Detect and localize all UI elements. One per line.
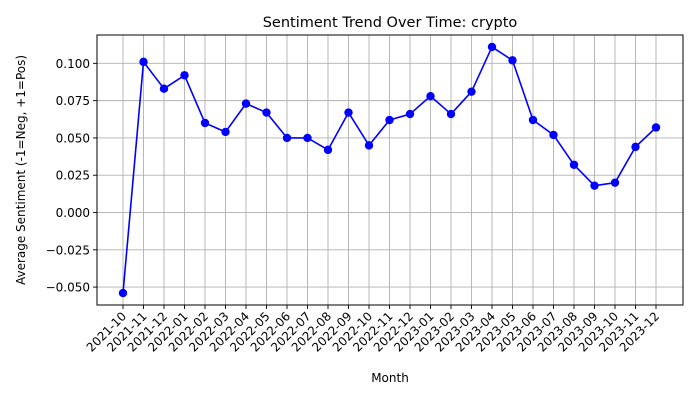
- data-point: [262, 108, 271, 117]
- data-point: [569, 160, 579, 169]
- data-point: [180, 71, 189, 80]
- y-tick-label: 0.050: [56, 131, 90, 145]
- data-point: [405, 109, 415, 119]
- data-point: [590, 181, 599, 190]
- data-point: [364, 141, 374, 150]
- grid-lines: [97, 35, 683, 305]
- data-point: [385, 115, 394, 125]
- y-tick-label: 0.100: [56, 57, 90, 71]
- data-point: [528, 115, 538, 125]
- y-tick-label: −0.025: [46, 243, 90, 257]
- y-tick-label: −0.050: [46, 281, 90, 295]
- plot-frame: [96, 34, 684, 306]
- chart-title: Sentiment Trend Over Time: crypto: [263, 15, 518, 31]
- data-point: [282, 133, 292, 143]
- x-axis-label: Month: [371, 371, 409, 385]
- data-point: [118, 288, 128, 298]
- data-point: [426, 91, 435, 101]
- data-point: [139, 57, 148, 67]
- data-point: [549, 130, 558, 140]
- y-axis-label: Average Sentiment (-1=Neg, +1=Pos): [14, 55, 28, 285]
- data-point: [159, 84, 169, 93]
- y-tick-label: 0.025: [56, 169, 90, 183]
- data-point: [303, 133, 312, 143]
- data-point: [508, 56, 517, 65]
- data-point: [323, 145, 333, 155]
- data-point: [241, 99, 251, 108]
- y-tick-label: 0.075: [56, 94, 90, 108]
- axis-ticks: 2021-102021-112021-122022-012022-022022-…: [46, 57, 663, 355]
- data-point: [344, 108, 353, 117]
- data-point: [610, 178, 620, 187]
- data-point: [651, 123, 661, 132]
- data-point: [200, 118, 210, 128]
- data-point: [221, 127, 230, 137]
- y-tick-label: 0.000: [56, 206, 90, 220]
- data-point: [631, 142, 640, 152]
- data-point: [446, 109, 456, 119]
- data-point: [467, 87, 476, 96]
- data-point: [487, 42, 497, 52]
- series-layer: [118, 42, 661, 298]
